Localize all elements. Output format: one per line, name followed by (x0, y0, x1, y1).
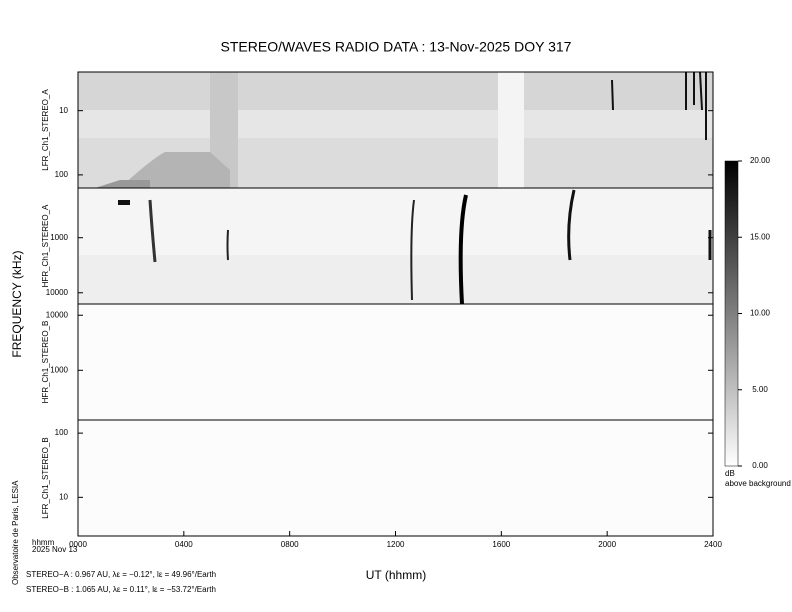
x-tick-label: 0400 (175, 540, 193, 549)
y-tick-label: 10000 (46, 288, 69, 297)
y-tick-label: 10 (59, 106, 68, 115)
colorbar-tick-label: 10.00 (750, 309, 771, 318)
footer-line: STEREO−A : 0.967 AU, λε = −0.12°, lε = 4… (26, 570, 216, 579)
y-tick-label: 100 (55, 428, 69, 437)
y-tick-label: 1000 (50, 233, 68, 242)
date: 2025 Nov 13 (32, 545, 78, 554)
colorbar-tick-label: 20.00 (750, 156, 771, 165)
colorbar-tick-label: 5.00 (752, 385, 768, 394)
x-tick-label: 1200 (387, 540, 405, 549)
y-tick-label: 1000 (50, 365, 68, 374)
y-tick-label: 10 (59, 492, 68, 501)
x-tick-label: 2400 (704, 540, 722, 549)
x-axis-title: UT (hhmm) (366, 568, 426, 582)
panel-label: HFR_Ch1_STEREO_B (41, 321, 50, 404)
chart-title: STEREO/WAVES RADIO DATA : 13-Nov-2025 DO… (221, 39, 572, 55)
panel-label: HFR_Ch1_STEREO_A (41, 204, 50, 287)
colorbar (724, 160, 739, 467)
x-tick-label: 0800 (281, 540, 299, 549)
panel-label: LFR_Ch1_STEREO_B (41, 437, 50, 518)
colorbar-tick-label: 0.00 (752, 461, 768, 470)
colorbar-unit: dB (725, 469, 735, 478)
y-tick-label: 100 (55, 170, 69, 179)
y-tick-label: 10000 (46, 310, 69, 319)
x-unit: hhmm (32, 538, 55, 547)
panel-label: LFR_Ch1_STEREO_A (41, 89, 50, 171)
x-tick-label: 2000 (598, 540, 616, 549)
x-tick-label: 1600 (492, 540, 510, 549)
x-tick-label: 0000 (69, 540, 87, 549)
colorbar-caption: above background (725, 479, 791, 488)
footer-line: STEREO−B : 1.065 AU, λε = 0.11°, lε = −5… (26, 585, 216, 594)
colorbar-tick-label: 15.00 (750, 232, 771, 241)
credit: Observatoire de Paris, LESIA (11, 480, 20, 585)
y-axis-title: FREQUENCY (kHz) (10, 250, 24, 357)
